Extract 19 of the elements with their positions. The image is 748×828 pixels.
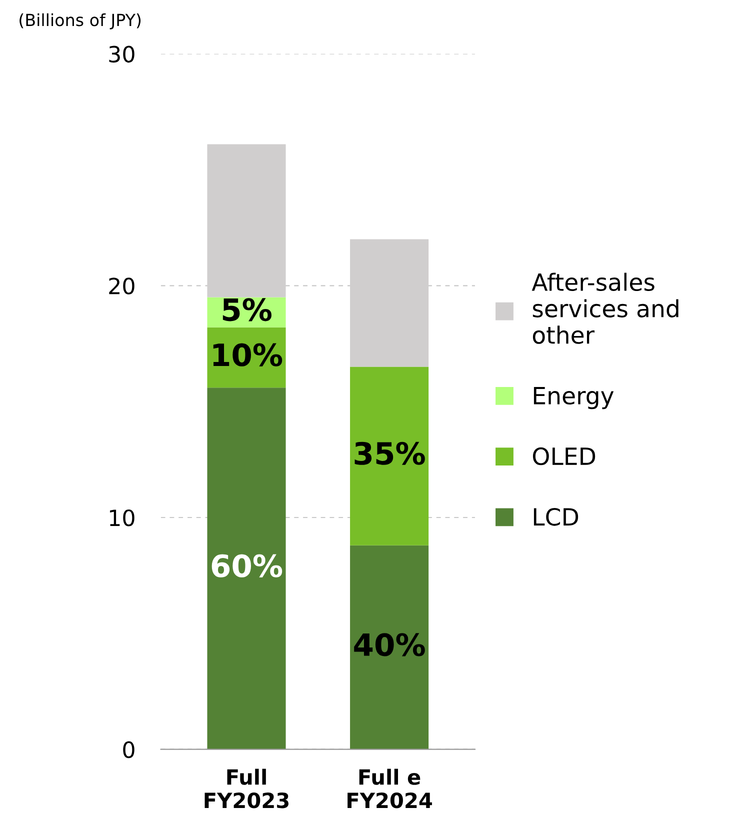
bar [207,388,286,750]
y-tick-label: 20 [109,278,134,294]
y-tick-label: 10 [110,509,134,526]
annotation: 5% [222,298,272,322]
y-tick-label: 0 [123,741,134,758]
y-axis-title: (Billions of JPY) [20,13,141,30]
x-tick-label: Full e FY2024 [348,768,432,808]
annotation: 60% [212,554,282,578]
bar [350,545,429,750]
bar [350,366,429,546]
annotation: 35% [354,442,425,465]
annotation: 10% [213,343,282,366]
legend-label: After-sales services and other [532,272,678,344]
x-tick-label: Full FY2023 [204,768,288,808]
y-tick-label: 30 [109,46,134,63]
legend-label: Energy [534,387,614,410]
annotation: 40% [354,633,425,656]
legend-label: OLED [532,447,596,466]
legend-label: LCD [534,508,578,526]
